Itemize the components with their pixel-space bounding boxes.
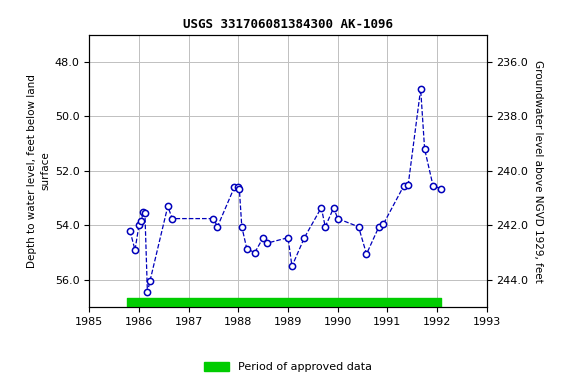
Legend: Period of approved data: Period of approved data <box>200 358 376 377</box>
Y-axis label: Depth to water level, feet below land
surface: Depth to water level, feet below land su… <box>27 74 51 268</box>
Y-axis label: Groundwater level above NGVD 1929, feet: Groundwater level above NGVD 1929, feet <box>533 60 543 282</box>
Title: USGS 331706081384300 AK-1096: USGS 331706081384300 AK-1096 <box>183 18 393 31</box>
